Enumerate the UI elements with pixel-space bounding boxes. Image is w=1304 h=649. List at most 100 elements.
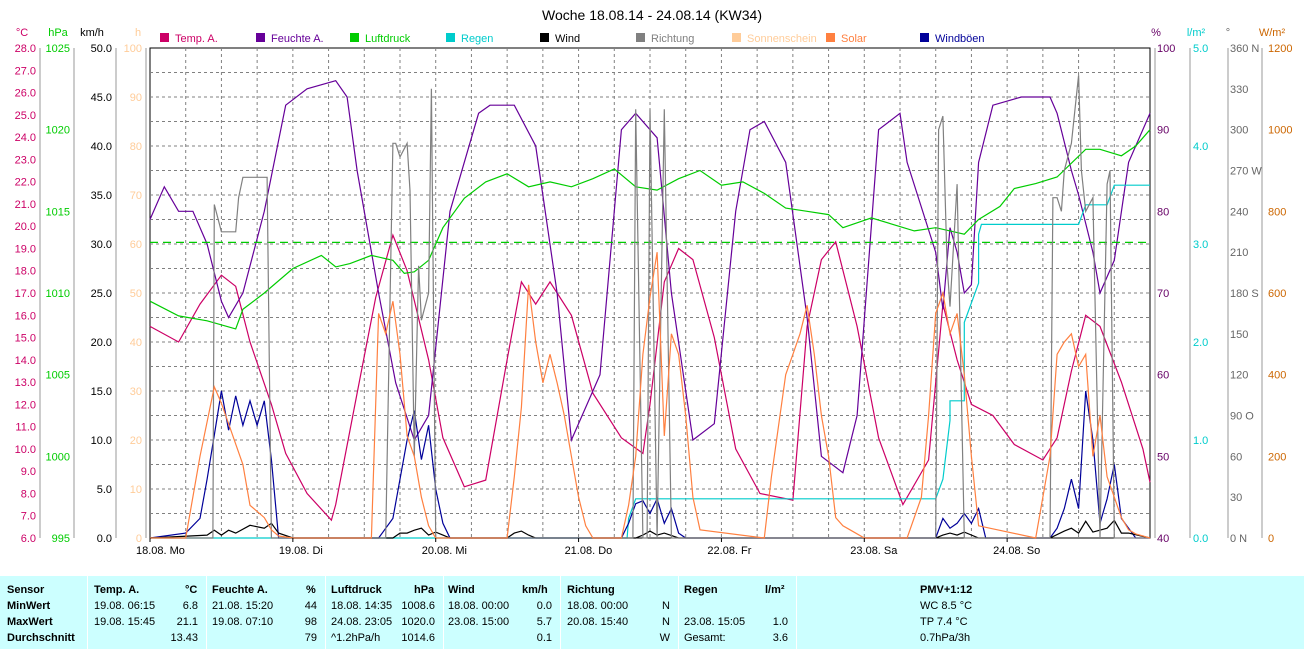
tick-label-temp: 8.0 xyxy=(21,488,36,500)
richtung-min-value: N xyxy=(662,600,670,612)
tick-label-solar: 1200 xyxy=(1268,43,1292,55)
legend-label: Feuchte A. xyxy=(271,33,324,45)
tick-label-temp: 14.0 xyxy=(15,355,36,367)
temp-max-time: 19.08. 15:45 xyxy=(94,616,156,628)
tick-label-temp: 21.0 xyxy=(15,199,36,211)
header-feuchte: Feuchte A. xyxy=(212,584,268,596)
tick-label-rain: 2.0 xyxy=(1193,337,1208,349)
feuchte-max-time: 19.08. 07:10 xyxy=(212,616,274,628)
druck-avg-value: 1014.6 xyxy=(401,632,435,644)
richtung-avg-value: W xyxy=(659,632,670,644)
unit-label-sunshine: h xyxy=(135,27,141,39)
tick-label-direction: 150 xyxy=(1230,329,1248,341)
series-temp-a- xyxy=(149,233,1151,522)
tick-label-temp: 12.0 xyxy=(15,399,36,411)
chart-legend: Temp. A. Feuchte A. Luftdruck Regen Wind Rich… xyxy=(160,33,985,45)
series-feuchte-a- xyxy=(149,80,1151,474)
tick-label-wind: 45.0 xyxy=(91,92,112,104)
feuchte-min-time: 21.08. 15:20 xyxy=(212,600,274,612)
wind-min-time: 18.08. 00:00 xyxy=(448,600,510,612)
header-regen-unit: l/m² xyxy=(765,584,785,596)
tick-label-sunshine: 100 xyxy=(124,43,142,55)
temp-max-value: 21.1 xyxy=(176,616,198,628)
tick-label-humidity: 100 xyxy=(1157,43,1175,55)
series-solar xyxy=(150,252,1151,539)
tick-label-solar: 0 xyxy=(1268,533,1274,545)
feuchte-max-value: 98 xyxy=(304,616,317,628)
tick-label-sunshine: 10 xyxy=(130,484,142,496)
tick-label-direction: 30 xyxy=(1230,492,1242,504)
tick-label-humidity: 70 xyxy=(1157,288,1169,300)
header-temp: Temp. A. xyxy=(94,584,140,596)
tick-label-temp: 19.0 xyxy=(15,243,36,255)
tick-label-sunshine: 90 xyxy=(130,92,142,104)
tick-label-humidity: 80 xyxy=(1157,206,1169,218)
tick-label-direction: 240 xyxy=(1230,206,1248,218)
header-feuchte-unit: % xyxy=(306,584,316,596)
regen-total-value: 3.6 xyxy=(772,632,788,644)
header-regen: Regen xyxy=(684,584,718,596)
x-tick-label: 19.08. Di xyxy=(279,545,323,557)
tick-label-direction: 210 xyxy=(1230,247,1248,259)
chart-title: Woche 18.08.14 - 24.08.14 (KW34) xyxy=(542,7,762,23)
tick-label-direction: 0 N xyxy=(1230,533,1247,545)
temp-min-time: 19.08. 06:15 xyxy=(94,600,156,612)
tick-label-humidity: 50 xyxy=(1157,451,1169,463)
legend-swatch xyxy=(636,33,645,42)
tick-label-direction: 270 W xyxy=(1230,166,1262,178)
legend-swatch xyxy=(446,33,455,42)
weather-chart: Woche 18.08.14 - 24.08.14 (KW34) Temp. A… xyxy=(14,7,1293,557)
legend-label: Windböen xyxy=(935,33,985,45)
x-tick-label: 20.08. Mi xyxy=(422,545,467,557)
tick-label-pressure: 1010 xyxy=(46,288,70,300)
axis-unit-labels: °C hPa km/h h% l/m² ° W/m² xyxy=(16,27,1286,39)
tick-label-sunshine: 70 xyxy=(130,190,142,202)
tick-label-pressure: 1020 xyxy=(46,125,70,137)
tick-label-wind: 0.0 xyxy=(97,533,112,545)
legend-label: Richtung xyxy=(651,33,694,45)
x-tick-label: 22.08. Fr xyxy=(707,545,751,557)
series-wind xyxy=(149,519,1151,539)
legend-swatch xyxy=(160,33,169,42)
tick-label-humidity: 60 xyxy=(1157,370,1169,382)
legend-swatch xyxy=(732,33,741,42)
tick-label-temp: 23.0 xyxy=(15,154,36,166)
tick-label-sunshine: 30 xyxy=(130,386,142,398)
header-wind: Wind xyxy=(448,584,475,596)
tick-label-solar: 400 xyxy=(1268,370,1286,382)
unit-label-rain: l/m² xyxy=(1187,27,1206,39)
tick-label-pressure: 995 xyxy=(52,533,70,545)
tick-label-sunshine: 0 xyxy=(136,533,142,545)
x-tick-label: 18.08. Mo xyxy=(136,545,185,557)
axes: 28.0 27.0 26.0 25.0 24.0 23.0 22.0 21.0 20.0 19.0… xyxy=(15,43,1293,545)
x-axis-ticks: 18.08. Mo 19.08. Di 20.08. Mi 21.08. Do 22.0… xyxy=(136,538,1040,557)
tick-label-temp: 22.0 xyxy=(15,177,36,189)
tick-label-humidity: 90 xyxy=(1157,125,1169,137)
series-richtung xyxy=(150,75,1150,539)
tick-label-direction: 360 N xyxy=(1230,43,1259,55)
tick-label-direction: 90 O xyxy=(1230,411,1254,423)
tick-label-rain: 5.0 xyxy=(1193,43,1208,55)
tick-label-direction: 330 xyxy=(1230,84,1248,96)
tick-label-temp: 28.0 xyxy=(15,43,36,55)
tick-label-temp: 24.0 xyxy=(15,132,36,144)
tick-label-solar: 1000 xyxy=(1268,125,1292,137)
tick-label-direction: 120 xyxy=(1230,370,1248,382)
legend-swatch xyxy=(920,33,929,42)
tick-label-wind: 25.0 xyxy=(91,288,112,300)
regen-max-value: 1.0 xyxy=(772,616,788,628)
tick-label-solar: 800 xyxy=(1268,206,1286,218)
tick-label-rain: 3.0 xyxy=(1193,239,1208,251)
statistics-table: Sensor Temp. A. °C Feuchte A. % Luftdruc… xyxy=(0,576,1304,649)
richtung-min-time: 18.08. 00:00 xyxy=(567,600,629,612)
tick-label-temp: 6.0 xyxy=(21,533,36,545)
regen-max-time: 23.08. 15:05 xyxy=(684,616,746,628)
header-temp-unit: °C xyxy=(185,584,198,596)
tick-label-rain: 4.0 xyxy=(1193,141,1208,153)
tick-label-pressure: 1015 xyxy=(46,206,70,218)
series-lines xyxy=(149,75,1151,539)
druck-max-value: 1020.0 xyxy=(401,616,435,628)
tick-label-temp: 20.0 xyxy=(15,221,36,233)
tick-label-temp: 26.0 xyxy=(15,88,36,100)
tick-label-wind: 10.0 xyxy=(91,435,112,447)
